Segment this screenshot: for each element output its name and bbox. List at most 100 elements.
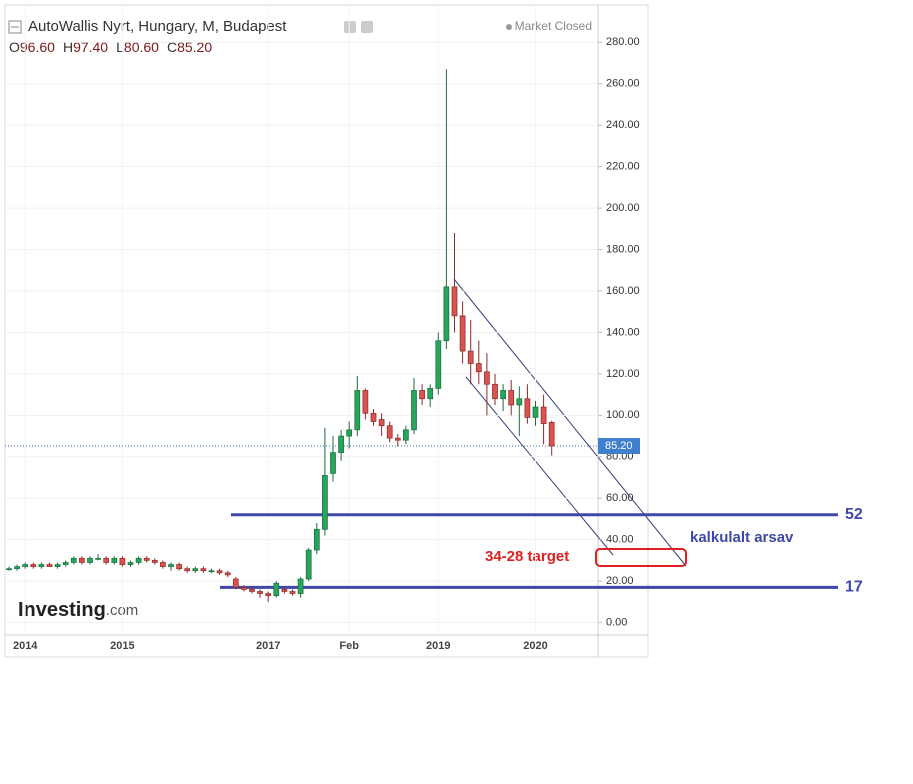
candle-body [467, 350, 474, 364]
candle-body [257, 591, 263, 594]
candle-body [265, 593, 272, 596]
candle-body [273, 582, 280, 596]
y-tick-label: 240.00 [606, 119, 640, 131]
candle-body [451, 286, 458, 317]
candle-body [54, 564, 61, 567]
y-tick-label: 100.00 [606, 409, 640, 421]
ohlc-value: 85.20 [177, 39, 212, 55]
candle-body [249, 589, 255, 592]
ohlc-value: 97.40 [73, 39, 108, 55]
candle-body [330, 452, 336, 474]
candle-body [22, 564, 29, 567]
candle-body [322, 475, 328, 530]
collapse-icon[interactable] [8, 20, 22, 34]
x-tick-label: 2019 [426, 640, 450, 652]
candle-body [168, 564, 174, 567]
settings-icon[interactable] [344, 21, 356, 33]
x-tick-label: 2014 [13, 640, 38, 652]
channel-upper [453, 278, 687, 567]
candle-body [127, 562, 134, 565]
candle-body [524, 398, 531, 418]
y-tick-label: 0.00 [606, 616, 627, 628]
chart-frame [4, 4, 649, 658]
channel-lower [465, 376, 614, 556]
candle-body [411, 390, 417, 431]
y-tick-label: 200.00 [606, 202, 640, 214]
candle-body [30, 564, 37, 567]
candle-body [192, 568, 199, 572]
candle-body [232, 578, 239, 588]
current-price-box [598, 438, 640, 454]
candle-body [540, 406, 547, 424]
candle-body [427, 388, 434, 400]
y-tick-label: 220.00 [606, 161, 640, 173]
candle-body [435, 340, 442, 389]
candle-body [313, 528, 320, 551]
candle-body [548, 422, 555, 447]
range-annotation: kalkulalt arsav [690, 529, 794, 546]
candle-body [403, 429, 409, 441]
x-tick-label: 2017 [256, 640, 280, 652]
candle-body [62, 562, 69, 565]
candle-body [6, 568, 12, 571]
candle-body [354, 390, 361, 431]
candle-body [216, 570, 223, 574]
y-tick-label: 20.00 [606, 575, 634, 587]
market-status: Market Closed [515, 19, 592, 33]
y-tick-label: 160.00 [606, 285, 640, 297]
candle-body [111, 557, 118, 563]
candle-body [370, 412, 377, 422]
candle-body [378, 419, 385, 427]
candle-body [492, 383, 498, 400]
candle-body [79, 557, 85, 563]
logo: Investing.com [18, 599, 138, 621]
candle-body [176, 564, 182, 570]
y-tick-label: 40.00 [606, 534, 634, 546]
y-tick-label: 140.00 [606, 326, 640, 338]
ohlc-key: C [167, 39, 177, 55]
y-tick-label: 120.00 [606, 368, 640, 380]
candle-body [224, 572, 231, 576]
candle-body [475, 363, 482, 373]
candle-body [38, 564, 45, 567]
x-tick-label: 2015 [110, 640, 134, 652]
candle-body [297, 578, 304, 594]
gear-icon[interactable] [361, 21, 373, 33]
x-tick-label: Feb [339, 640, 359, 652]
candle-body [95, 557, 101, 560]
candle-body [500, 390, 506, 400]
candle-body [200, 568, 207, 572]
ohlc-key: L [116, 39, 124, 55]
candle-body [459, 315, 466, 352]
target-annotation: 34-28 target [485, 548, 569, 565]
candle-body [508, 390, 515, 406]
candle-body [46, 564, 53, 567]
candle-body [119, 557, 126, 565]
candle-body [184, 568, 191, 572]
candle-body [394, 437, 401, 441]
candle-body [305, 549, 312, 580]
ohlc-key: O [9, 39, 20, 55]
y-tick-label: 280.00 [606, 36, 640, 48]
level-label: 17 [845, 579, 863, 596]
candle-body [419, 390, 425, 400]
y-tick-label: 180.00 [606, 243, 640, 255]
candle-body [14, 566, 20, 570]
y-tick-label: 60.00 [606, 492, 634, 504]
candle-body [70, 557, 77, 563]
candle-body [443, 286, 450, 342]
candle-body [160, 562, 166, 567]
candle-body [338, 435, 344, 453]
status-dot [506, 24, 512, 30]
candle-body [135, 557, 142, 563]
ohlc-value: 80.60 [124, 39, 159, 55]
candle-body [103, 557, 110, 563]
candle-body [289, 591, 296, 594]
chart-title: AutoWallis Nyrt, Hungary, M, Budapest [28, 18, 287, 35]
candle-body [346, 429, 353, 437]
current-price-label: 85.20 [605, 440, 633, 452]
candle-body [362, 390, 369, 414]
level-label: 52 [845, 506, 863, 523]
logo-main: Investing [18, 599, 106, 621]
